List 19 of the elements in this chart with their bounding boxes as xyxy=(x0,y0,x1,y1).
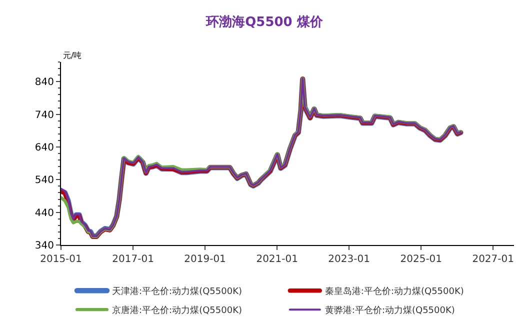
x-tick-label: 2019-01 xyxy=(184,254,226,265)
x-tick-label: 2017-01 xyxy=(112,254,154,265)
y-tick-label: 540 xyxy=(34,175,54,186)
chart-title: 环渤海Q5500 煤价 xyxy=(205,14,324,30)
y-tick-label: 440 xyxy=(34,208,54,219)
x-tick-label: 2027-01 xyxy=(472,254,514,265)
y-tick-label: 340 xyxy=(34,240,54,252)
x-tick-label: 2015-01 xyxy=(40,254,82,265)
legend-label: 京唐港:平仓价:动力煤(Q5500K) xyxy=(112,305,242,316)
y-tick-label: 840 xyxy=(34,77,54,88)
legend-label: 天津港:平仓价:动力煤(Q5500K) xyxy=(112,286,242,298)
y-axis-title: 元/吨 xyxy=(63,51,82,60)
y-tick-label: 740 xyxy=(34,110,54,121)
x-tick-label: 2025-01 xyxy=(400,254,442,265)
y-tick-label: 640 xyxy=(34,142,54,154)
x-tick-label: 2023-01 xyxy=(328,254,370,265)
x-tick-label: 2021-01 xyxy=(256,254,298,265)
legend-label: 秦皇岛港:平仓价:动力煤(Q5500K) xyxy=(324,286,464,298)
legend-label: 黄骅港:平仓价:动力煤(Q5500K) xyxy=(324,305,455,316)
